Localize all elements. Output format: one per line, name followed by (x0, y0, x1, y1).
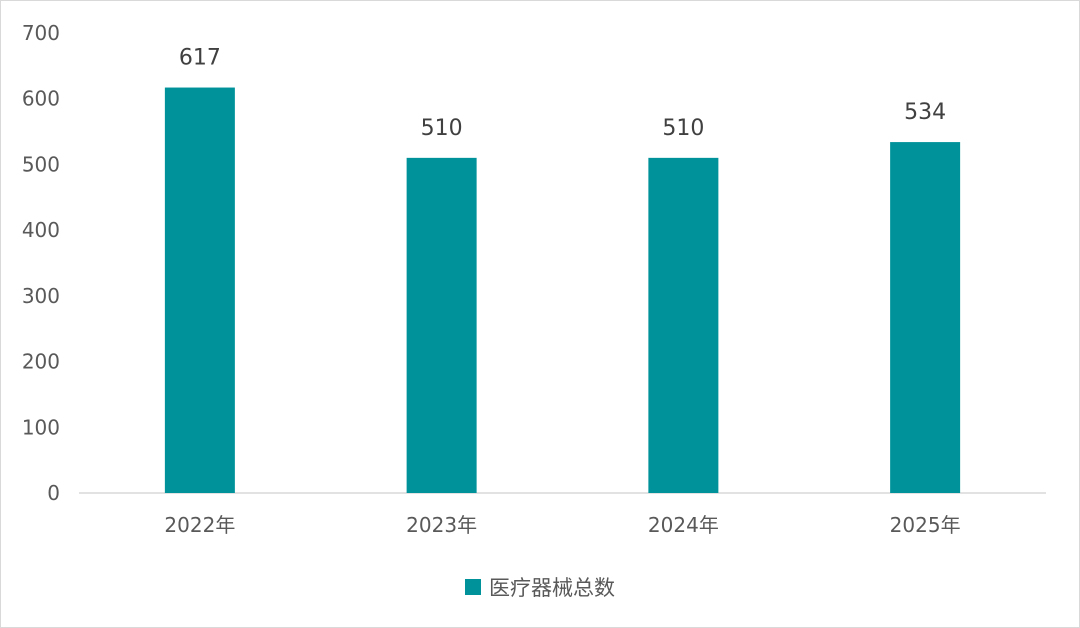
x-tick-label: 2023年 (406, 513, 477, 537)
x-tick-label: 2025年 (890, 513, 961, 537)
bar (406, 157, 477, 493)
y-tick-label: 300 (22, 284, 60, 308)
legend-label: 医疗器械总数 (489, 576, 615, 600)
y-tick-label: 700 (22, 21, 60, 45)
y-tick-label: 400 (22, 218, 60, 242)
y-tick-label: 0 (47, 481, 60, 505)
data-label: 510 (421, 116, 463, 141)
x-tick-label: 2022年 (164, 513, 235, 537)
y-tick-label: 500 (22, 152, 60, 176)
data-label: 510 (662, 116, 704, 141)
y-tick-label: 100 (22, 415, 60, 439)
bar (890, 142, 961, 494)
x-tick-label: 2024年 (648, 513, 719, 537)
data-label: 617 (179, 46, 221, 71)
legend-swatch (465, 579, 481, 595)
data-label: 534 (904, 100, 946, 125)
legend: 医疗器械总数 (0, 572, 1080, 602)
y-tick-label: 200 (22, 350, 60, 374)
y-tick-label: 600 (22, 87, 60, 111)
bar (648, 157, 719, 493)
bar (164, 87, 235, 494)
